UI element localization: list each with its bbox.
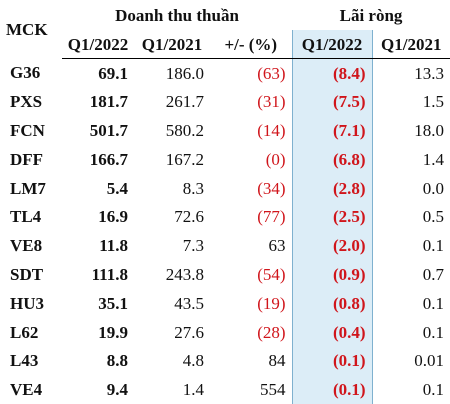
cell-rev-2021: 1.4 [182, 380, 204, 400]
table-row: VE4 9.4 1.4 554 (0.1) 0.1 [0, 375, 450, 404]
cell-change: (19) [257, 293, 286, 313]
cell-mck: LM7 [10, 178, 46, 198]
cell-rev-2022: 19.9 [98, 322, 128, 342]
header-row-groups: MCK Doanh thu thuần Lãi ròng [0, 0, 450, 38]
header-group-profit: Lãi ròng [339, 5, 403, 25]
cell-mck: TL4 [10, 207, 42, 227]
cell-profit-2021: 0.1 [422, 322, 445, 342]
cell-change: (54) [257, 264, 286, 284]
table-row: G36 69.1 186.0 (63) (8.4) 13.3 [0, 58, 450, 88]
cell-rev-2022: 69.1 [98, 63, 128, 83]
cell-mck: L62 [10, 322, 39, 342]
table-body: G36 69.1 186.0 (63) (8.4) 13.3 PXS 181.7 261.7 (3… [0, 58, 450, 404]
cell-profit-2022: (6.8) [291, 144, 373, 174]
cell-profit-2022: (8.4) [291, 58, 373, 88]
cell-rev-2021: 72.6 [174, 207, 204, 227]
table-row: L43 8.8 4.8 84 (0.1) 0.01 [0, 346, 450, 376]
cell-rev-2022: 5.4 [106, 178, 128, 198]
table-row: TL4 16.9 72.6 (77) (2.5) 0.5 [0, 202, 450, 232]
cell-rev-2022: 166.7 [89, 149, 128, 169]
header-rev-2021: Q1/2021 [134, 30, 210, 59]
cell-rev-2021: 4.8 [182, 351, 204, 371]
table-row: SDT 111.8 243.8 (54) (0.9) 0.7 [0, 260, 450, 289]
header-profit-2022: Q1/2022 [291, 30, 373, 59]
cell-profit-2022: (0.9) [291, 260, 373, 289]
cell-rev-2022: 11.8 [99, 236, 128, 256]
header-rev-2022: Q1/2022 [62, 30, 134, 59]
cell-rev-2021: 27.6 [174, 322, 204, 342]
cell-profit-2021: 0.7 [422, 264, 445, 284]
table-row: DFF 166.7 167.2 (0) (6.8) 1.4 [0, 144, 450, 174]
cell-change: (34) [257, 178, 286, 198]
header-row-columns: Q1/2022 Q1/2021 +/- (%) Q1/2022 Q1/2021 [0, 30, 450, 59]
cell-rev-2022: 9.4 [106, 380, 128, 400]
cell-profit-2022: (2.8) [291, 173, 373, 203]
cell-profit-2022: (2.0) [291, 231, 373, 261]
cell-rev-2021: 261.7 [165, 92, 204, 112]
cell-change: (28) [257, 322, 286, 342]
cell-profit-2022: (0.1) [291, 346, 373, 376]
cell-profit-2021: 0.0 [422, 178, 445, 198]
cell-mck: DFF [10, 149, 44, 169]
cell-rev-2021: 8.3 [182, 178, 204, 198]
table-row: FCN 501.7 580.2 (14) (7.1) 18.0 [0, 116, 450, 145]
cell-change: (63) [257, 63, 286, 83]
table-row: HU3 35.1 43.5 (19) (0.8) 0.1 [0, 288, 450, 318]
cell-change: 84 [268, 351, 286, 371]
cell-rev-2022: 8.8 [106, 351, 128, 371]
table-row: PXS 181.7 261.7 (31) (7.5) 1.5 [0, 87, 450, 117]
cell-rev-2021: 580.2 [165, 120, 204, 140]
cell-profit-2022: (0.1) [291, 375, 373, 404]
cell-mck: VE4 [10, 380, 43, 400]
cell-mck: SDT [10, 264, 44, 284]
cell-rev-2021: 43.5 [174, 293, 204, 313]
cell-rev-2021: 7.3 [182, 236, 204, 256]
cell-change: (0) [265, 149, 286, 169]
cell-profit-2021: 0.01 [414, 351, 445, 371]
cell-profit-2022: (0.4) [291, 317, 373, 347]
cell-change: 63 [268, 236, 286, 256]
cell-profit-2021: 0.1 [422, 236, 445, 256]
cell-profit-2021: 0.1 [422, 380, 445, 400]
cell-rev-2021: 186.0 [165, 63, 204, 83]
cell-profit-2021: 13.3 [414, 63, 445, 83]
cell-profit-2021: 1.4 [422, 149, 445, 169]
header-mck: MCK [6, 19, 48, 39]
cell-rev-2021: 167.2 [165, 149, 204, 169]
cell-profit-2021: 18.0 [414, 120, 445, 140]
cell-mck: FCN [10, 120, 45, 140]
cell-rev-2022: 16.9 [98, 207, 128, 227]
table-row: LM7 5.4 8.3 (34) (2.8) 0.0 [0, 173, 450, 203]
cell-change: 554 [260, 380, 286, 400]
cell-mck: L43 [10, 351, 39, 371]
cell-rev-2022: 111.8 [91, 264, 128, 284]
table-row: VE8 11.8 7.3 63 (2.0) 0.1 [0, 231, 450, 261]
cell-change: (77) [257, 207, 286, 227]
cell-profit-2021: 1.5 [422, 92, 445, 112]
cell-mck: VE8 [10, 236, 43, 256]
cell-profit-2022: (2.5) [291, 202, 373, 232]
cell-mck: G36 [10, 63, 41, 83]
cell-profit-2022: (7.1) [291, 116, 373, 145]
cell-change: (14) [257, 120, 286, 140]
header-change: +/- (%) [210, 30, 293, 59]
table-row: L62 19.9 27.6 (28) (0.4) 0.1 [0, 317, 450, 347]
header-profit-2021: Q1/2021 [372, 30, 450, 59]
cell-profit-2022: (7.5) [291, 87, 373, 117]
cell-profit-2022: (0.8) [291, 288, 373, 318]
header-group-revenue: Doanh thu thuần [115, 5, 239, 25]
cell-profit-2021: 0.1 [422, 293, 445, 313]
cell-change: (31) [257, 92, 286, 112]
cell-mck: PXS [10, 92, 43, 112]
cell-profit-2021: 0.5 [422, 207, 445, 227]
cell-rev-2021: 243.8 [165, 264, 204, 284]
cell-rev-2022: 181.7 [89, 92, 128, 112]
cell-mck: HU3 [10, 293, 44, 313]
cell-rev-2022: 501.7 [89, 120, 128, 140]
cell-rev-2022: 35.1 [98, 293, 128, 313]
